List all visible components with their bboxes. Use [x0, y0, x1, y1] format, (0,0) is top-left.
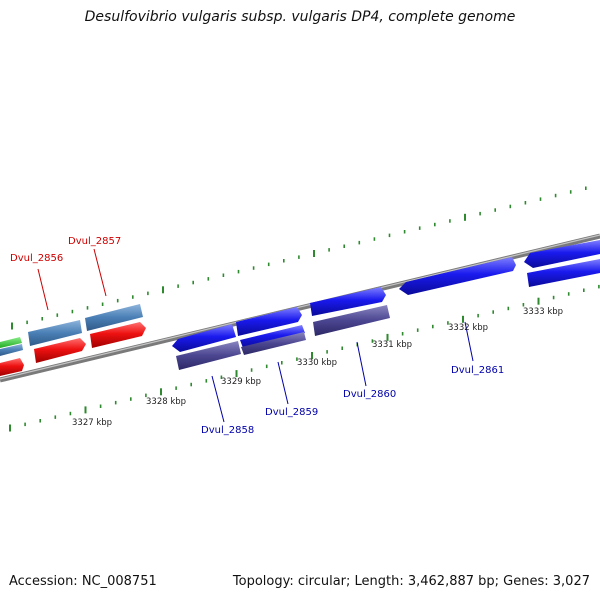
gene-label-dvul-2860: Dvul_2860 — [343, 389, 396, 400]
gene-label-dvul-2859: Dvul_2859 — [265, 407, 318, 418]
tick-track-upper — [11, 186, 587, 330]
gene-label-dvul-2857: Dvul_2857 — [68, 236, 121, 247]
partial-gene-left — [0, 337, 24, 376]
gene-dvul-2857[interactable] — [85, 304, 146, 348]
scale-label-3327: 3327 kbp — [72, 418, 112, 428]
gene-dvul-2858[interactable] — [172, 324, 241, 370]
scale-label-3331: 3331 kbp — [372, 340, 412, 350]
scale-label-3333: 3333 kbp — [523, 307, 563, 317]
scale-label-3329: 3329 kbp — [221, 377, 261, 387]
tick-track-lower — [9, 284, 600, 432]
gene-label-dvul-2861: Dvul_2861 — [451, 365, 504, 376]
scale-label-3330: 3330 kbp — [297, 358, 337, 368]
gene-dvul-2856[interactable] — [28, 320, 86, 363]
scale-label-3332: 3332 kbp — [448, 323, 488, 333]
partial-gene-right — [524, 240, 600, 287]
gene-label-dvul-2858: Dvul_2858 — [201, 425, 254, 436]
gene-dvul-2861[interactable] — [399, 257, 516, 295]
genome-backbone-highlight — [0, 234, 600, 380]
scale-label-3328: 3328 kbp — [146, 397, 186, 407]
gene-label-leaders — [37, 248, 474, 423]
gene-label-dvul-2856: Dvul_2856 — [10, 253, 63, 264]
map-title: Desulfovibrio vulgaris subsp. vulgaris D… — [84, 9, 516, 25]
gene-dvul-2859[interactable] — [236, 307, 306, 355]
accession-text: Accession: NC_008751 — [9, 574, 157, 589]
gene-dvul-2860[interactable] — [310, 287, 390, 336]
topology-summary-text: Topology: circular; Length: 3,462,887 bp… — [232, 574, 590, 589]
